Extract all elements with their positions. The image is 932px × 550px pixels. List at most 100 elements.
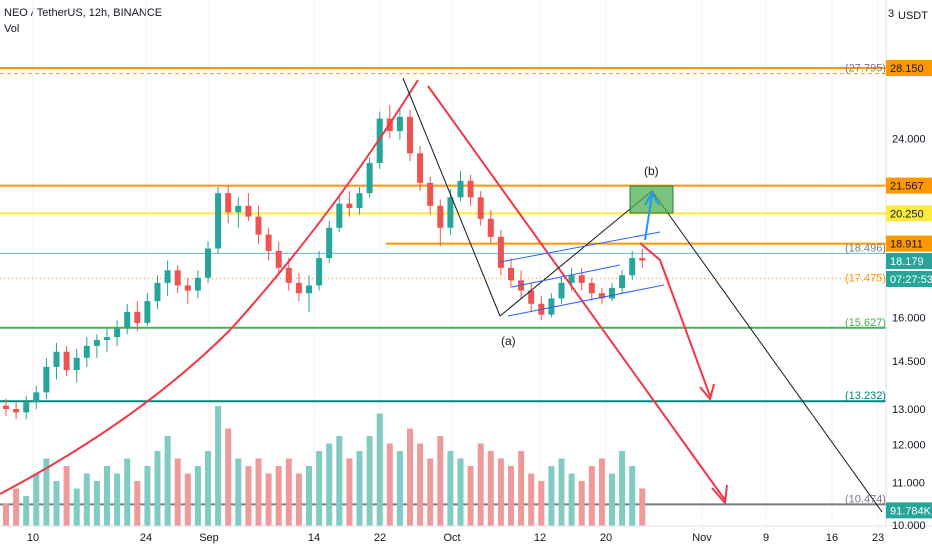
wave-line-a-b[interactable] bbox=[499, 190, 653, 317]
candle bbox=[508, 258, 514, 289]
candle bbox=[245, 193, 252, 222]
price-tag[interactable]: 18.179 bbox=[886, 253, 932, 270]
svg-text:91.784K: 91.784K bbox=[890, 505, 932, 517]
volume-bar bbox=[63, 466, 70, 526]
volume-bar bbox=[568, 473, 575, 526]
channel-mid-line[interactable] bbox=[511, 264, 621, 288]
svg-text:18.179: 18.179 bbox=[890, 256, 924, 268]
volume-bar bbox=[467, 466, 474, 526]
candle bbox=[538, 295, 545, 321]
volume-bar bbox=[3, 503, 9, 526]
price-tag[interactable]: 20.250 bbox=[886, 205, 932, 222]
grid-lines bbox=[32, 0, 879, 526]
candle bbox=[306, 275, 312, 312]
price-tag[interactable]: 28.150 bbox=[886, 60, 932, 76]
candle bbox=[316, 250, 323, 291]
level-value-label: (27.795) bbox=[845, 63, 886, 75]
volume-bar bbox=[93, 481, 100, 526]
volume-bar bbox=[194, 466, 201, 526]
horizontal-levels[interactable] bbox=[0, 67, 886, 506]
candle bbox=[609, 282, 615, 302]
candle bbox=[13, 402, 20, 420]
volume-bar bbox=[518, 451, 525, 526]
volume-bar bbox=[154, 451, 161, 526]
candle bbox=[144, 293, 151, 326]
candle bbox=[447, 189, 454, 235]
candle bbox=[83, 337, 90, 367]
svg-text:07:27:53: 07:27:53 bbox=[890, 274, 932, 286]
volume-bar bbox=[457, 458, 464, 526]
candle bbox=[497, 230, 504, 276]
candle bbox=[134, 301, 141, 332]
price-tag[interactable]: 07:27:53 bbox=[886, 271, 932, 288]
volume-bar bbox=[164, 436, 171, 526]
volume-bar bbox=[174, 458, 181, 526]
red-arrow-head bbox=[699, 383, 715, 402]
volume-bar bbox=[245, 466, 252, 526]
candle bbox=[558, 277, 565, 304]
svg-text:18.911: 18.911 bbox=[890, 239, 923, 251]
price-tag[interactable]: 21.567 bbox=[886, 177, 932, 194]
red-arrow-line[interactable] bbox=[639, 242, 711, 397]
candle bbox=[487, 210, 494, 244]
volume-bar bbox=[487, 451, 494, 526]
projection-arrow-line[interactable] bbox=[427, 85, 726, 501]
candle bbox=[285, 258, 292, 291]
price-axis[interactable]: 3 24.000 16.000 14.500 13.000 12.000 11.000 10.… bbox=[845, 8, 932, 532]
price-tag[interactable]: 18.911 bbox=[886, 235, 932, 252]
svg-text:20.250: 20.250 bbox=[890, 208, 924, 220]
drawings[interactable] bbox=[0, 77, 883, 513]
volume-bar bbox=[285, 458, 292, 526]
parabolic-curve[interactable] bbox=[0, 79, 419, 495]
candle bbox=[457, 170, 464, 202]
channel-upper-line[interactable] bbox=[499, 231, 661, 263]
volume-bar bbox=[235, 458, 242, 526]
volume-bar bbox=[346, 458, 353, 526]
wave-label-b: (b) bbox=[644, 164, 659, 178]
candle bbox=[437, 199, 444, 247]
price-tag[interactable]: 91.784K bbox=[886, 502, 932, 519]
currency-label: USDT bbox=[898, 10, 928, 22]
candle bbox=[265, 227, 272, 261]
price-tick-label: 11.000 bbox=[892, 478, 925, 490]
time-tick-label: 9 bbox=[763, 532, 769, 544]
time-axis[interactable]: 10 24 Sep 14 22 Oct 12 20 Nov 9 16 23 bbox=[27, 532, 884, 544]
time-tick-label: 24 bbox=[140, 532, 152, 544]
time-tick-label: 16 bbox=[826, 532, 838, 544]
volume-bar bbox=[265, 473, 272, 526]
volume-bar bbox=[407, 428, 413, 526]
price-tick-label: 3 bbox=[888, 8, 894, 20]
price-tick-label: 12.000 bbox=[892, 439, 926, 451]
candle bbox=[619, 270, 626, 294]
volume-bar bbox=[619, 451, 626, 526]
candle bbox=[205, 241, 211, 283]
volume-bar bbox=[366, 436, 373, 526]
volume-bar bbox=[528, 473, 535, 526]
volume-bar bbox=[396, 451, 403, 526]
volume-bar bbox=[427, 458, 434, 526]
wave-line-b-c[interactable] bbox=[651, 190, 883, 513]
price-tick-label: 14.500 bbox=[892, 356, 926, 368]
candle bbox=[417, 145, 424, 192]
volume-bar bbox=[477, 443, 484, 526]
trend-line[interactable] bbox=[402, 77, 501, 317]
candle bbox=[93, 334, 100, 358]
candle bbox=[275, 241, 282, 276]
candle bbox=[295, 272, 302, 302]
wave-label-a: (a) bbox=[501, 334, 516, 348]
candle bbox=[396, 108, 403, 141]
volume-bar bbox=[588, 466, 595, 526]
candle bbox=[629, 250, 636, 281]
volume-bar bbox=[508, 466, 514, 526]
volume-bar bbox=[83, 473, 90, 526]
volume-bar bbox=[336, 436, 343, 526]
volume-bar bbox=[13, 488, 20, 526]
level-value-label: (10.474) bbox=[845, 493, 886, 505]
volume-bar bbox=[447, 451, 454, 526]
blue-arrow-line[interactable] bbox=[644, 194, 653, 241]
candle bbox=[124, 303, 131, 335]
channel-lower-line[interactable] bbox=[507, 284, 665, 317]
volume-indicator-label: Vol bbox=[4, 23, 20, 35]
time-tick-label: Nov bbox=[692, 532, 712, 544]
